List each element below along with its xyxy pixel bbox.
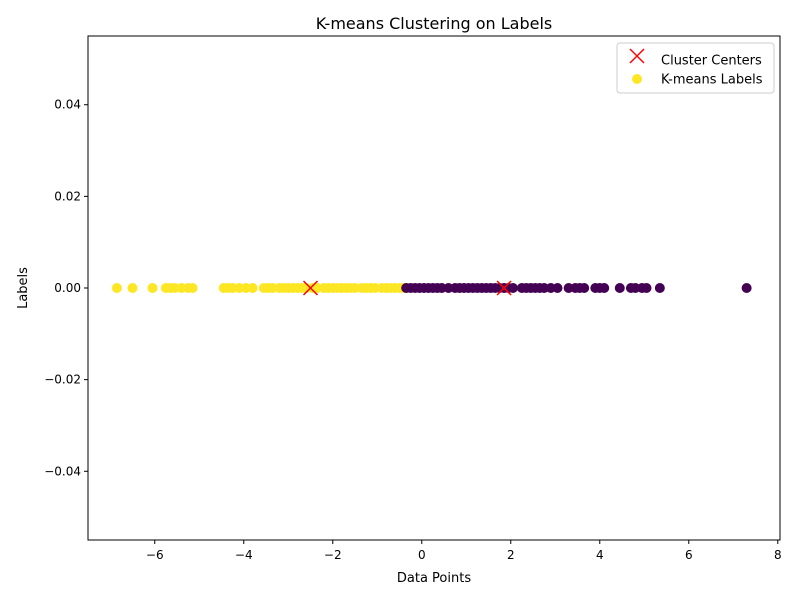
data-point-cluster-1 [187,283,198,293]
legend-label-kmeans-labels: K-means Labels [661,73,763,88]
data-point-cluster-0 [614,283,625,293]
data-point-cluster-0 [552,283,563,293]
y-tick-label: 0.00 [54,281,81,295]
data-point-cluster-0 [599,283,610,293]
x-tick-label: 4 [596,548,604,562]
centers-layer [302,280,512,296]
data-point-cluster-0 [507,283,518,293]
y-axis-label: Labels [16,267,31,309]
cluster-center-marker [496,280,512,296]
chart-title: K-means Clustering on Labels [316,14,553,33]
legend-box [616,42,775,94]
y-tick-label: −0.04 [44,464,81,478]
cluster-center-marker [302,280,319,296]
data-point-cluster-0 [579,283,590,293]
x-tick-label: 8 [774,548,782,562]
legend-x-marker [629,48,645,64]
x-axis-ticks: −6 −4 −2 0 2 4 6 8 [146,540,782,562]
legend-x-marker-icon [629,48,645,64]
x-tick-label: −6 [146,548,164,562]
x-tick-label: −2 [324,548,342,562]
x-tick-label: 0 [418,548,426,562]
y-axis-ticks: −0.04 −0.02 0.00 0.02 0.04 [44,98,88,478]
data-point-cluster-1 [247,283,258,293]
data-point-cluster-0 [741,283,752,293]
x-tick-label: 6 [685,548,693,562]
data-point-cluster-1 [127,283,138,293]
data-point-cluster-1 [147,283,158,293]
data-point-cluster-0 [641,283,652,293]
y-tick-label: 0.02 [54,189,81,203]
x-tick-label: −4 [235,548,253,562]
legend-dot-marker-icon [632,74,642,84]
y-tick-label: −0.02 [44,373,81,387]
x-tick-label: 2 [507,548,515,562]
legend: Cluster Centers K-means Labels [616,42,775,94]
x-axis-label: Data Points [397,571,471,586]
data-point-cluster-1 [111,283,122,293]
legend-label-cluster-centers: Cluster Centers [661,54,762,69]
data-point-cluster-0 [654,283,665,293]
y-tick-label: 0.04 [54,98,81,112]
